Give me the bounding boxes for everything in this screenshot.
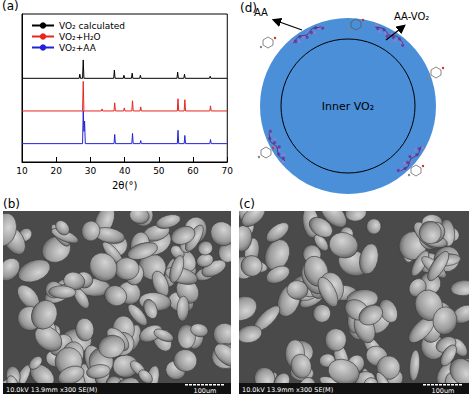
svg-text:50: 50: [153, 166, 165, 176]
svg-text:40: 40: [119, 166, 131, 176]
svg-text:30: 30: [85, 166, 97, 176]
svg-text:AA: AA: [254, 7, 268, 18]
svg-text:10.0kV 13.9mm x300 SE(M): 10.0kV 13.9mm x300 SE(M): [6, 386, 97, 394]
svg-text:70: 70: [222, 166, 234, 176]
svg-text:VO₂ calculated: VO₂ calculated: [59, 21, 125, 31]
svg-text:60: 60: [187, 166, 199, 176]
svg-text:10: 10: [16, 166, 28, 176]
svg-text:20: 20: [50, 166, 62, 176]
svg-text:100um: 100um: [194, 387, 217, 395]
svg-text:Inner VO₂: Inner VO₂: [322, 100, 374, 113]
svg-text:(d): (d): [240, 1, 257, 15]
html-text:(a): (a): [2, 0, 19, 13]
svg-text:10.0kV 13.9mm x300 SE(M): 10.0kV 13.9mm x300 SE(M): [242, 386, 333, 394]
svg-text:100um: 100um: [432, 387, 455, 395]
svg-text:AA-VO₂: AA-VO₂: [394, 11, 429, 22]
svg-text:VO₂+AA: VO₂+AA: [59, 43, 97, 53]
svg-text:VO₂+H₂O: VO₂+H₂O: [59, 32, 101, 42]
svg-text:(c): (c): [239, 197, 255, 211]
svg-text:(b): (b): [3, 197, 20, 211]
svg-text:2θ(°): 2θ(°): [112, 180, 137, 191]
